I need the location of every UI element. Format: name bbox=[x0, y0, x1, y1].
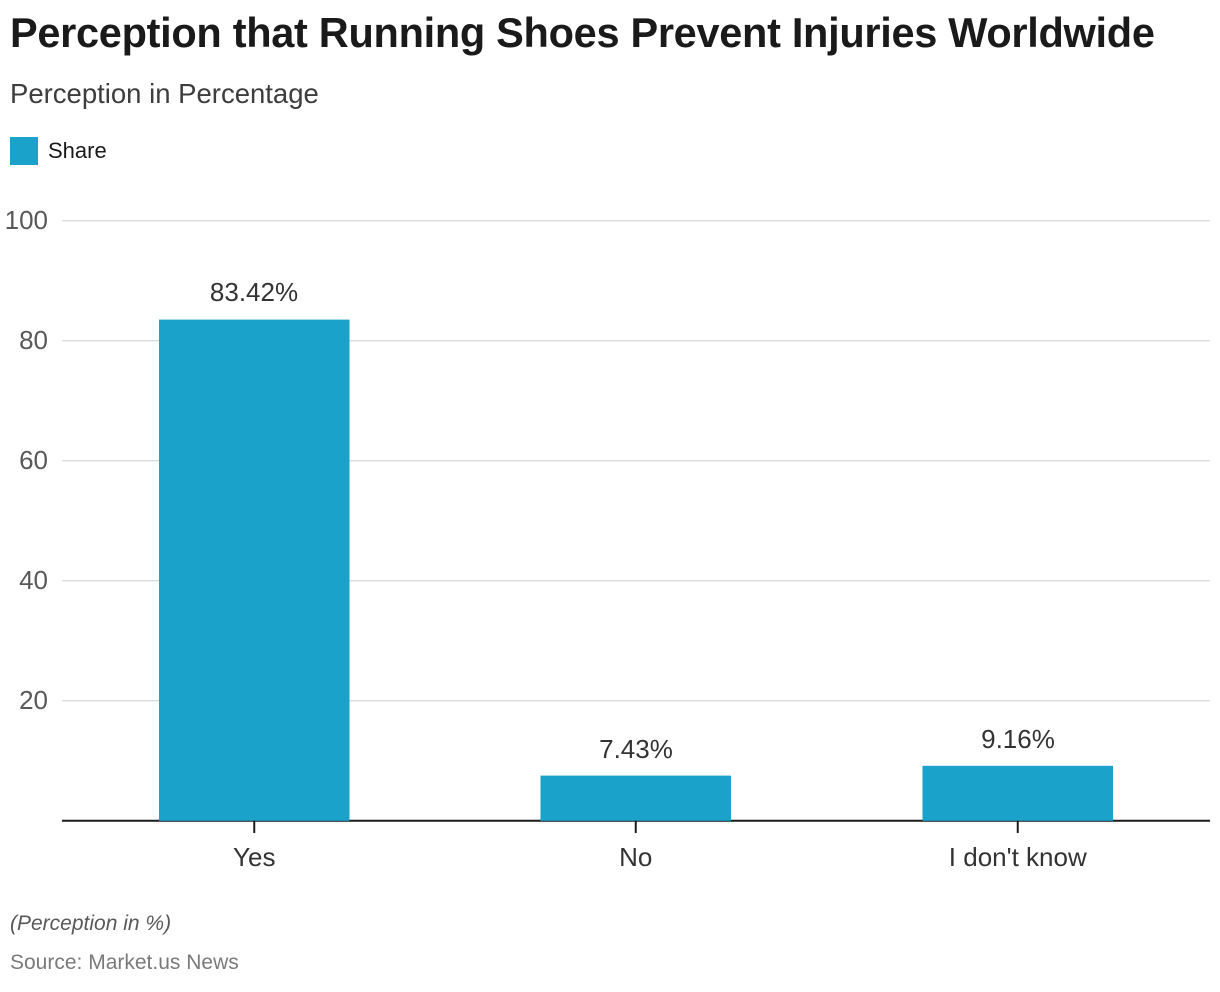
svg-text:20: 20 bbox=[19, 685, 48, 715]
svg-text:83.42%: 83.42% bbox=[210, 277, 298, 307]
svg-text:9.16%: 9.16% bbox=[981, 724, 1055, 754]
svg-text:40: 40 bbox=[19, 565, 48, 595]
svg-text:7.43%: 7.43% bbox=[599, 734, 673, 764]
svg-text:No: No bbox=[619, 842, 652, 872]
svg-text:80: 80 bbox=[19, 325, 48, 355]
svg-text:60: 60 bbox=[19, 445, 48, 475]
svg-text:100: 100 bbox=[5, 205, 48, 235]
svg-text:Yes: Yes bbox=[233, 842, 275, 872]
svg-text:I don't know: I don't know bbox=[949, 842, 1087, 872]
